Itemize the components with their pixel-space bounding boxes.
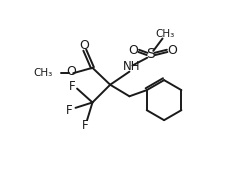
Text: F: F xyxy=(81,119,88,132)
Text: O: O xyxy=(128,44,138,57)
Text: CH₃: CH₃ xyxy=(155,29,174,39)
Text: O: O xyxy=(66,65,76,78)
Text: NH: NH xyxy=(123,60,140,73)
Text: F: F xyxy=(69,80,75,93)
Text: F: F xyxy=(66,104,72,117)
Text: S: S xyxy=(146,47,155,61)
Text: O: O xyxy=(79,39,89,52)
Text: CH₃: CH₃ xyxy=(33,68,52,78)
Text: O: O xyxy=(167,44,177,57)
